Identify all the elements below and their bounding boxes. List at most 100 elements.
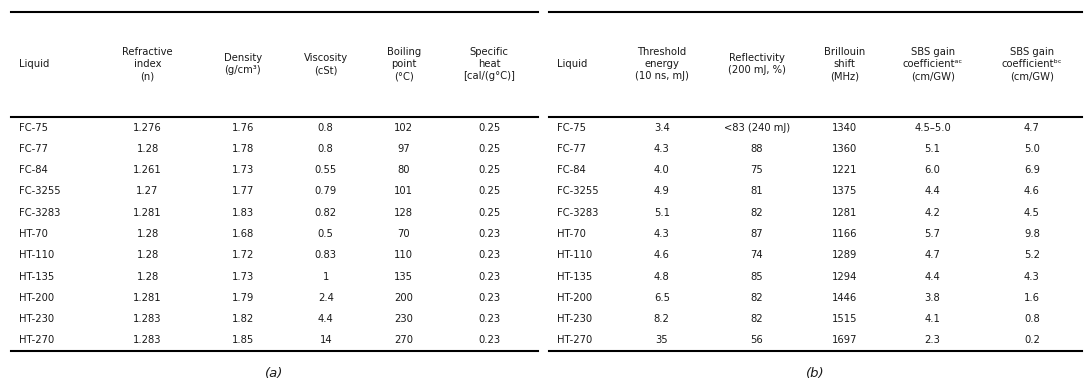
Text: 5.7: 5.7	[925, 229, 940, 239]
Text: 4.6: 4.6	[654, 250, 670, 260]
Text: 1.78: 1.78	[232, 144, 254, 154]
Text: FC-77: FC-77	[18, 144, 48, 154]
Text: HT-135: HT-135	[557, 271, 592, 282]
Text: 74: 74	[750, 250, 763, 260]
Text: 1.79: 1.79	[232, 293, 254, 303]
Text: 1360: 1360	[832, 144, 858, 154]
Text: 1.28: 1.28	[137, 250, 159, 260]
Text: 0.23: 0.23	[478, 271, 500, 282]
Text: 97: 97	[398, 144, 410, 154]
Text: FC-75: FC-75	[18, 122, 48, 133]
Text: 0.5: 0.5	[317, 229, 334, 239]
Text: 4.5: 4.5	[1024, 208, 1040, 218]
Text: (b): (b)	[805, 367, 825, 379]
Text: 110: 110	[395, 250, 413, 260]
Text: 0.8: 0.8	[317, 144, 334, 154]
Text: 0.2: 0.2	[1024, 335, 1040, 346]
Text: 1221: 1221	[832, 165, 858, 175]
Text: 56: 56	[750, 335, 763, 346]
Text: FC-3283: FC-3283	[18, 208, 60, 218]
Text: Specific
heat
[cal/(g°C)]: Specific heat [cal/(g°C)]	[463, 47, 515, 82]
Text: 1.73: 1.73	[232, 271, 254, 282]
Text: 0.8: 0.8	[317, 122, 334, 133]
Text: 5.2: 5.2	[1024, 250, 1040, 260]
Text: 0.25: 0.25	[478, 208, 500, 218]
Text: 1166: 1166	[832, 229, 858, 239]
Text: 1340: 1340	[832, 122, 858, 133]
Text: 35: 35	[655, 335, 669, 346]
Text: Reflectivity
(200 mJ, %): Reflectivity (200 mJ, %)	[727, 53, 786, 75]
Text: 0.25: 0.25	[478, 144, 500, 154]
Text: 0.23: 0.23	[478, 335, 500, 346]
Text: FC-3283: FC-3283	[557, 208, 598, 218]
Text: 1.68: 1.68	[232, 229, 254, 239]
Text: HT-70: HT-70	[18, 229, 48, 239]
Text: 88: 88	[750, 144, 763, 154]
Text: 1.283: 1.283	[134, 314, 162, 324]
Text: 1.85: 1.85	[232, 335, 254, 346]
Text: 1.28: 1.28	[137, 144, 159, 154]
Text: 128: 128	[395, 208, 413, 218]
Text: 75: 75	[750, 165, 763, 175]
Text: 4.9: 4.9	[654, 186, 670, 197]
Text: 6.5: 6.5	[653, 293, 670, 303]
Text: 0.82: 0.82	[314, 208, 337, 218]
Text: 101: 101	[395, 186, 413, 197]
Text: 0.55: 0.55	[314, 165, 337, 175]
Text: 1.77: 1.77	[232, 186, 254, 197]
Text: 81: 81	[750, 186, 763, 197]
Text: 1: 1	[323, 271, 329, 282]
Text: HT-135: HT-135	[18, 271, 54, 282]
Text: 4.7: 4.7	[925, 250, 940, 260]
Text: FC-75: FC-75	[557, 122, 586, 133]
Text: 1.28: 1.28	[137, 229, 159, 239]
Text: 4.8: 4.8	[654, 271, 670, 282]
Text: HT-200: HT-200	[18, 293, 54, 303]
Text: 4.4: 4.4	[317, 314, 334, 324]
Text: 5.1: 5.1	[653, 208, 670, 218]
Text: 0.8: 0.8	[1024, 314, 1040, 324]
Text: 4.7: 4.7	[1024, 122, 1040, 133]
Text: 270: 270	[395, 335, 413, 346]
Text: SBS gain
coefficientᵇᶜ
(cm/GW): SBS gain coefficientᵇᶜ (cm/GW)	[1001, 47, 1062, 82]
Text: Liquid: Liquid	[18, 59, 49, 69]
Text: 0.25: 0.25	[478, 122, 500, 133]
Text: 80: 80	[398, 165, 410, 175]
Text: HT-110: HT-110	[18, 250, 54, 260]
Text: 200: 200	[395, 293, 413, 303]
Text: 1.73: 1.73	[232, 165, 254, 175]
Text: Threshold
energy
(10 ns, mJ): Threshold energy (10 ns, mJ)	[635, 47, 689, 82]
Text: (a): (a)	[265, 367, 284, 379]
Text: Brillouin
shift
(MHz): Brillouin shift (MHz)	[824, 47, 865, 82]
Text: HT-230: HT-230	[18, 314, 54, 324]
Text: <83 (240 mJ): <83 (240 mJ)	[724, 122, 789, 133]
Text: 0.79: 0.79	[314, 186, 337, 197]
Text: 14: 14	[320, 335, 332, 346]
Text: 230: 230	[395, 314, 413, 324]
Text: 8.2: 8.2	[654, 314, 670, 324]
Text: 85: 85	[750, 271, 763, 282]
Text: SBS gain
coefficientᵃᶜ
(cm/GW): SBS gain coefficientᵃᶜ (cm/GW)	[902, 47, 963, 82]
Text: Viscosity
(cSt): Viscosity (cSt)	[303, 53, 348, 75]
Text: 2.3: 2.3	[925, 335, 940, 346]
Text: 1.27: 1.27	[136, 186, 159, 197]
Text: 1281: 1281	[832, 208, 858, 218]
Text: 2.4: 2.4	[317, 293, 334, 303]
Text: 1.28: 1.28	[137, 271, 159, 282]
Text: 82: 82	[750, 314, 763, 324]
Text: 6.0: 6.0	[925, 165, 940, 175]
Text: 9.8: 9.8	[1024, 229, 1040, 239]
Text: 70: 70	[398, 229, 410, 239]
Text: 5.1: 5.1	[925, 144, 940, 154]
Text: 4.3: 4.3	[654, 229, 670, 239]
Text: 4.3: 4.3	[1024, 271, 1040, 282]
Text: FC-77: FC-77	[557, 144, 586, 154]
Text: 0.23: 0.23	[478, 293, 500, 303]
Text: HT-270: HT-270	[18, 335, 54, 346]
Text: 1.281: 1.281	[134, 208, 162, 218]
Text: 3.4: 3.4	[654, 122, 670, 133]
Text: 1.76: 1.76	[232, 122, 254, 133]
Text: 82: 82	[750, 208, 763, 218]
Text: Liquid: Liquid	[557, 59, 587, 69]
Text: FC-3255: FC-3255	[557, 186, 599, 197]
